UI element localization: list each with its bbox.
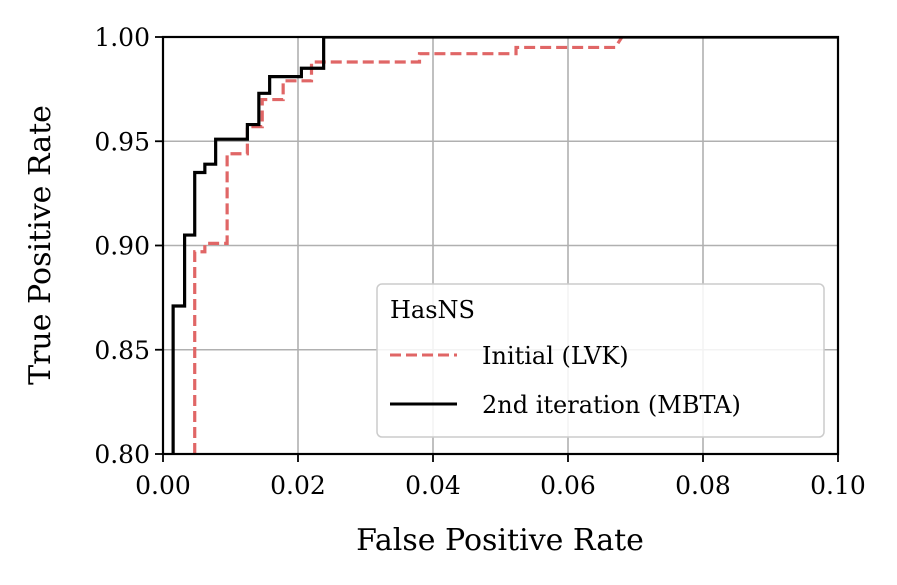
y-tick-label: 0.85 [94, 336, 150, 365]
x-axis: 0.00 0.02 0.04 0.06 0.08 0.10 [135, 454, 866, 500]
y-tick-label: 0.95 [94, 127, 150, 156]
x-tick-label: 0.10 [810, 471, 866, 500]
legend: HasNS Initial (LVK) 2nd iteration (MBTA) [376, 283, 825, 438]
y-axis: 0.80 0.85 0.90 0.95 1.00 [94, 23, 163, 469]
y-axis-title: True Positive Rate [23, 105, 58, 385]
series-line-initial-lvk [193, 37, 624, 454]
y-tick-label: 1.00 [94, 23, 150, 52]
legend-label-initial-lvk: Initial (LVK) [482, 342, 629, 370]
x-tick-label: 0.08 [675, 471, 731, 500]
legend-label-2nd-iteration-mbta: 2nd iteration (MBTA) [482, 391, 741, 419]
legend-box [376, 283, 825, 438]
x-tick-label: 0.02 [270, 471, 326, 500]
y-tick-label: 0.90 [94, 232, 150, 261]
y-tick-label: 0.80 [94, 440, 150, 469]
x-axis-title: False Positive Rate [356, 523, 644, 558]
plot-area [171, 37, 838, 454]
x-tick-label: 0.00 [135, 471, 191, 500]
legend-title: HasNS [390, 296, 475, 324]
x-tick-label: 0.06 [540, 471, 596, 500]
x-tick-label: 0.04 [405, 471, 461, 500]
series-line-2nd-iteration-mbta [171, 37, 838, 454]
